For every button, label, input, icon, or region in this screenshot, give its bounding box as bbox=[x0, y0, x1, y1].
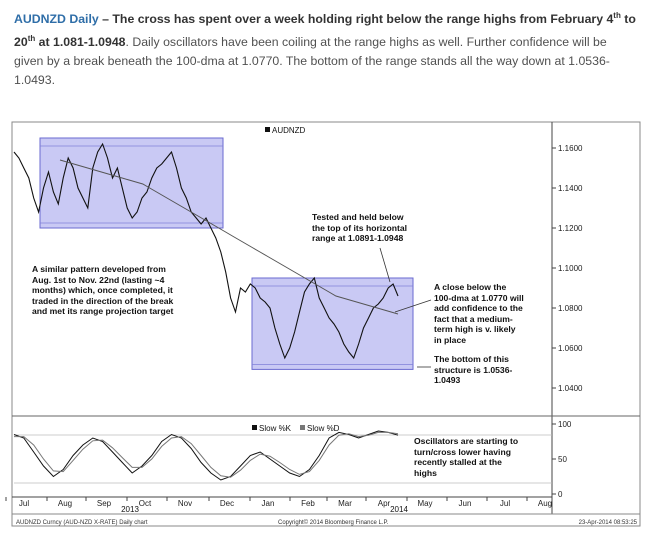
pointer-dma bbox=[394, 299, 432, 313]
x-tick-label: Aug bbox=[58, 499, 72, 508]
year-label-2014: 2014 bbox=[390, 505, 408, 514]
osc-tick-label: 50 bbox=[558, 455, 567, 464]
x-tick-label: Dec bbox=[220, 499, 234, 508]
series-slow-k bbox=[13, 430, 399, 481]
y-tick-label: 1.1400 bbox=[558, 184, 583, 193]
intro-sup-a: th bbox=[613, 11, 621, 20]
footer-right: 23-Apr-2014 08:53:25 bbox=[579, 520, 638, 526]
series-audnzd bbox=[13, 142, 399, 360]
series-100-dma bbox=[59, 159, 399, 315]
x-tick-label: Aug bbox=[538, 499, 552, 508]
x-tick-label: Jul bbox=[500, 499, 510, 508]
osc-tick-label: 0 bbox=[558, 490, 563, 499]
y-tick-label: 1.1200 bbox=[558, 224, 583, 233]
legend-swatch-slow-k bbox=[252, 425, 257, 430]
series-slow-d bbox=[14, 431, 399, 478]
x-tick-label: Feb bbox=[301, 499, 315, 508]
year-label-2013: 2013 bbox=[121, 505, 139, 514]
footer-left: AUDNZD Curncy (AUD-NZD X-RATE) Daily cha… bbox=[16, 520, 148, 526]
y-tick-label: 1.0600 bbox=[558, 344, 583, 353]
annotation-oscillators: Oscillators are starting to turn/cross l… bbox=[414, 436, 519, 478]
intro-lead-c: at 1.081-1.0948 bbox=[35, 35, 126, 50]
y-tick-label: 1.1600 bbox=[558, 144, 583, 153]
x-tick-label: Oct bbox=[139, 499, 152, 508]
footer-center: Copyright© 2014 Bloomberg Finance L.P. bbox=[278, 519, 389, 526]
intro-paragraph: AUDNZD Daily – The cross has spent over … bbox=[14, 6, 638, 90]
legend-slow-d: Slow %D bbox=[307, 424, 340, 433]
intro-lead-a: The cross has spent over a week holding … bbox=[112, 12, 614, 27]
x-tick-label: Sep bbox=[97, 499, 112, 508]
x-tick-label: Jul bbox=[19, 499, 29, 508]
legend-audnzd: AUDNZD bbox=[272, 126, 306, 135]
y-tick-label: 1.0400 bbox=[558, 384, 583, 393]
y-tick-label: 1.1000 bbox=[558, 264, 583, 273]
pointer-tested bbox=[379, 247, 391, 283]
annotation-bottom: The bottom of this structure is 1.0536-1… bbox=[434, 354, 513, 385]
x-tick-label: Jun bbox=[459, 499, 472, 508]
x-tick-label: May bbox=[417, 499, 432, 508]
annotation-dma: A close below the 100-dma at 1.0770 will… bbox=[434, 282, 524, 345]
legend-swatch-audnzd bbox=[265, 127, 270, 132]
ticker-title: AUDNZD Daily bbox=[14, 12, 99, 27]
intro-lead-b: to 20 bbox=[14, 12, 636, 50]
x-tick-label: Nov bbox=[178, 499, 192, 508]
y-tick-label: 1.0800 bbox=[558, 304, 583, 313]
x-tick-label: Jan bbox=[262, 499, 275, 508]
intro-dash: – bbox=[98, 12, 113, 27]
osc-tick-label: 100 bbox=[558, 420, 572, 429]
intro-sup-b: th bbox=[27, 34, 36, 44]
range-box bbox=[251, 277, 414, 370]
legend-slow-k: Slow %K bbox=[259, 424, 292, 433]
x-tick-label: Apr bbox=[378, 499, 391, 508]
x-tick-label: Mar bbox=[338, 499, 352, 508]
legend-swatch-slow-d bbox=[300, 425, 305, 430]
annotation-tested: Tested and held below the top of its hor… bbox=[312, 212, 407, 243]
annotation-similar-pattern: A similar pattern developed from Aug. 1s… bbox=[32, 264, 174, 316]
intro-rest: . Daily oscillators have been coiling at… bbox=[14, 35, 610, 88]
